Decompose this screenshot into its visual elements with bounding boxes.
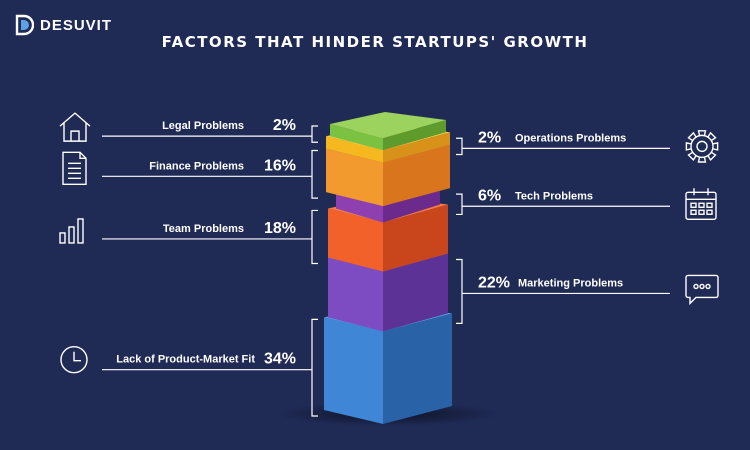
- label-lack-of-product-market-fit: Lack of Product-Market Fit: [116, 354, 255, 366]
- label-tech-problems: Tech Problems: [515, 190, 593, 202]
- calendar-icon: [685, 188, 717, 220]
- value-label-lack-of-product-market-fit: 34%: [264, 351, 296, 368]
- bracket-finance-problems: [311, 149, 318, 199]
- bar-chart-icon: [59, 218, 84, 244]
- brand-logo: DESUVIT: [14, 14, 112, 36]
- bracket-lack-of-product-market-fit: [311, 318, 318, 417]
- value-label-team-problems: 18%: [264, 220, 296, 237]
- bracket-legal-problems: [311, 125, 318, 143]
- clock-icon: [60, 345, 88, 374]
- label-team-problems: Team Problems: [163, 223, 244, 235]
- value-label-operations-problems: 2%: [478, 129, 501, 146]
- document-icon: [62, 151, 87, 186]
- label-legal-problems: Legal Problems: [162, 120, 244, 132]
- label-finance-problems: Finance Problems: [149, 160, 244, 172]
- bracket-operations-problems: [456, 137, 463, 156]
- value-label-legal-problems: 2%: [273, 117, 296, 134]
- gear-icon: [685, 130, 719, 163]
- label-marketing-problems: Marketing Problems: [518, 277, 623, 289]
- bracket-team-problems: [311, 209, 318, 265]
- desuvit-logo-icon: [15, 14, 34, 36]
- value-label-marketing-problems: 22%: [478, 274, 510, 291]
- chart-title: FACTORS THAT HINDER STARTUPS' GROWTH: [161, 33, 589, 51]
- brand-name: DESUVIT: [40, 16, 113, 34]
- house-icon: [59, 112, 91, 142]
- bracket-tech-problems: [456, 193, 463, 216]
- value-label-finance-problems: 16%: [264, 157, 296, 174]
- bar-legal-problems: [330, 112, 446, 151]
- bracket-marketing-problems: [456, 258, 463, 324]
- value-label-tech-problems: 6%: [478, 187, 501, 204]
- label-operations-problems: Operations Problems: [515, 132, 626, 144]
- speech-bubble-icon: [685, 274, 719, 306]
